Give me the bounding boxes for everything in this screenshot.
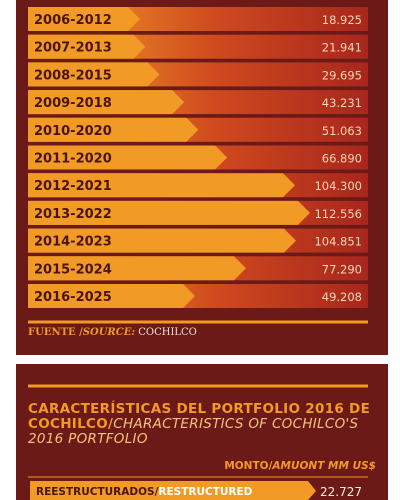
portfolio-title-en: CHARACTERISTICS OF COCHILCO'S 2016 PORTF… [28, 416, 359, 447]
bar [28, 62, 160, 87]
bar [28, 256, 246, 281]
bar [28, 145, 228, 170]
bar [28, 117, 199, 142]
bar [28, 228, 297, 253]
bar-category-label: 2008-2015 [34, 68, 112, 83]
bar-category-label: 2012-2021 [34, 179, 112, 194]
bar-category-label: 2009-2018 [34, 96, 112, 111]
bar-value-label: 51.063 [322, 124, 362, 138]
investment-chart-panel: 2006-2012 18.925 2007-2013 21.941 2008-2015 2… [16, 0, 388, 355]
portfolio-card-graphics: REESTRUCTURADOS/RESTRUCTURED 22.727 [28, 384, 368, 500]
bar-value-label: 18.925 [322, 13, 362, 27]
source-value: COCHILCO [138, 327, 197, 338]
bar-value-label: 77.290 [322, 262, 362, 276]
portfolio-bar [30, 481, 316, 500]
bar [28, 284, 195, 308]
bar-value-label: 104.300 [314, 179, 362, 193]
bar-value-label: 104.851 [314, 235, 362, 249]
source-label-en: SOURCE: [82, 327, 136, 338]
investment-bar-chart: 2006-2012 18.925 2007-2013 21.941 2008-2015 2… [28, 7, 368, 324]
bar-value-label: 112.556 [314, 207, 362, 221]
bar [28, 7, 140, 31]
portfolio-row-value: 22.727 [320, 485, 362, 499]
portfolio-unit-es: MONTO/ [224, 460, 273, 472]
portfolio-row-label: REESTRUCTURADOS/RESTRUCTURED [36, 486, 253, 498]
bar-value-label: 29.695 [322, 68, 362, 82]
bar-category-label: 2011-2020 [34, 152, 112, 167]
bar [28, 173, 296, 198]
bar-value-label: 43.231 [322, 96, 362, 110]
portfolio-title-es: CARACTERÍSTICAS DEL PORTFOLIO 2016 DE CO… [28, 401, 371, 432]
source-note: FUENTE /SOURCE: COCHILCO [28, 327, 197, 338]
bar-category-label: 2006-2012 [34, 13, 112, 28]
portfolio-title: CARACTERÍSTICAS DEL PORTFOLIO 2016 DE CO… [28, 402, 378, 447]
bar-category-label: 2015-2024 [34, 262, 112, 277]
bar-category-label: 2013-2022 [34, 207, 112, 222]
bar [28, 34, 146, 59]
bar-value-label: 49.208 [322, 290, 362, 304]
bar [28, 90, 185, 115]
bar-category-label: 2010-2020 [34, 124, 112, 139]
portfolio-card: REESTRUCTURADOS/RESTRUCTURED 22.727 CARA… [16, 364, 388, 500]
bar [28, 200, 310, 225]
source-label: FUENTE / [28, 327, 83, 338]
bar-category-label: 2016-2025 [34, 290, 112, 305]
portfolio-unit-en: AMUONT MM US$ [272, 460, 376, 472]
bar-category-label: 2014-2023 [34, 235, 112, 250]
bar-category-label: 2007-2013 [34, 41, 112, 56]
bar-value-label: 66.890 [322, 152, 362, 166]
portfolio-unit: MONTO/AMUONT MM US$ [224, 460, 376, 472]
bar-value-label: 21.941 [322, 41, 362, 55]
